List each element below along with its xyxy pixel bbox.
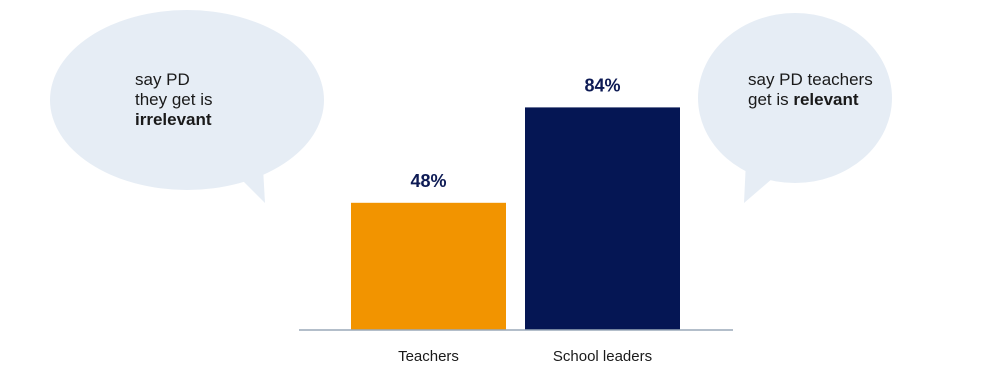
bar-school-leaders — [525, 107, 680, 331]
category-label-teachers: Teachers — [398, 348, 459, 365]
speech-bubble-right-tail — [744, 140, 780, 203]
callout-left-emphasis: irrelevant — [135, 110, 212, 129]
callout-left-line-2: they get is — [135, 90, 213, 109]
bars-layer — [351, 107, 680, 331]
callout-left-line-1: say PD — [135, 70, 190, 89]
callout-right-text: say PD teachers get is relevant — [748, 70, 948, 110]
speech-bubble-left-tail — [232, 150, 265, 203]
labels-layer: 48% Teachers 84% School leaders — [398, 75, 652, 365]
callout-right-prefix: get is — [748, 90, 794, 109]
callout-right-emphasis: relevant — [793, 90, 859, 109]
category-label-school-leaders: School leaders — [553, 348, 652, 365]
speech-bubble-right-body — [698, 13, 892, 183]
data-label-teachers: 48% — [410, 171, 446, 191]
callout-right-line-1: say PD teachers — [748, 70, 873, 89]
speech-bubble-left-body — [50, 10, 324, 190]
callout-left-text: say PD they get is irrelevant — [135, 70, 275, 130]
bar-teachers — [351, 202, 506, 330]
data-label-school-leaders: 84% — [584, 75, 620, 95]
speech-bubble-left — [50, 10, 324, 203]
speech-bubble-right — [698, 13, 892, 203]
